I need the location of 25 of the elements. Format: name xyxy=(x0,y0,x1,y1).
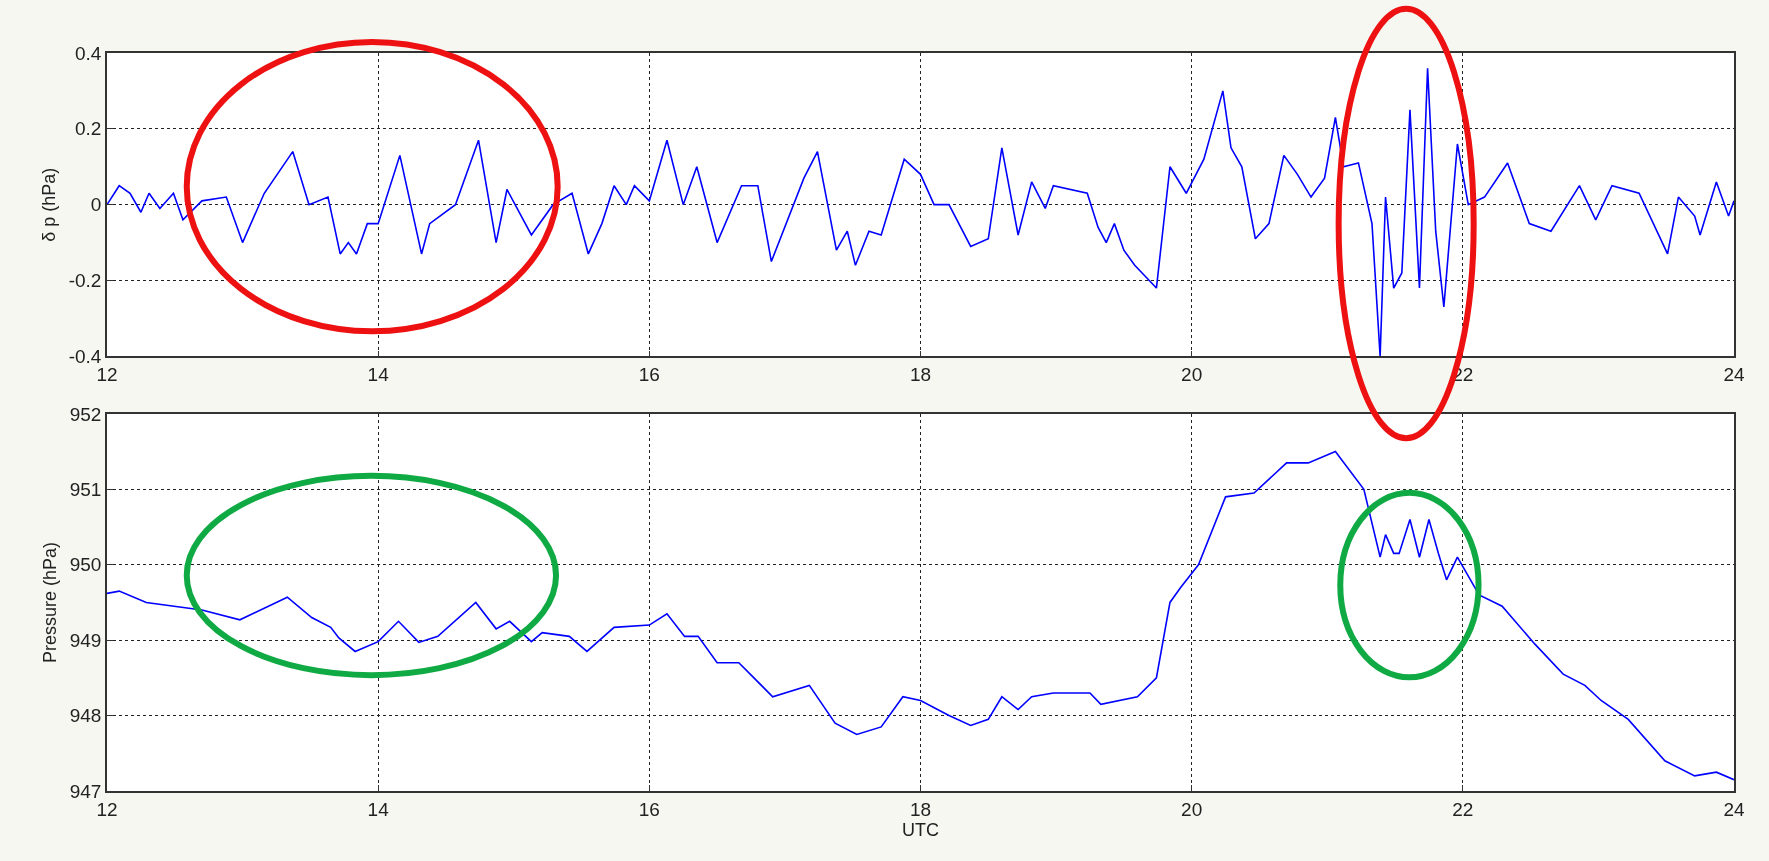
x-tick-label: 20 xyxy=(1181,798,1203,820)
y-tick-label: -0.2 xyxy=(68,270,102,292)
y-tick-label: 0 xyxy=(90,194,102,216)
x-tick-label: 20 xyxy=(1181,363,1203,385)
x-tick-label: 18 xyxy=(909,363,932,385)
x-tick-label: 18 xyxy=(909,798,932,820)
x-axis-title: UTC xyxy=(902,819,939,840)
x-tick-label: 24 xyxy=(1723,363,1745,385)
line-series xyxy=(107,450,1734,781)
y-axis-title: Pressure (hPa) xyxy=(40,541,61,663)
x-tick-label: 16 xyxy=(638,798,660,820)
y-tick-label: 951 xyxy=(69,478,102,500)
y-tick-label: 948 xyxy=(69,705,102,727)
x-tick-label: 22 xyxy=(1452,798,1474,820)
y-tick-label: 950 xyxy=(69,554,102,576)
x-tick-label: 14 xyxy=(367,798,390,820)
y-tick-label: 949 xyxy=(69,629,102,651)
y-tick-label: 0.2 xyxy=(75,118,102,140)
x-tick-label: 14 xyxy=(367,363,390,385)
x-tick-label: 16 xyxy=(638,363,660,385)
line-series xyxy=(107,67,1734,357)
x-tick-label: 24 xyxy=(1723,798,1745,820)
y-tick-label: 952 xyxy=(69,403,102,425)
y-axis-title: δ p (hPa) xyxy=(39,167,60,242)
y-tick-label: 0.4 xyxy=(75,42,102,64)
